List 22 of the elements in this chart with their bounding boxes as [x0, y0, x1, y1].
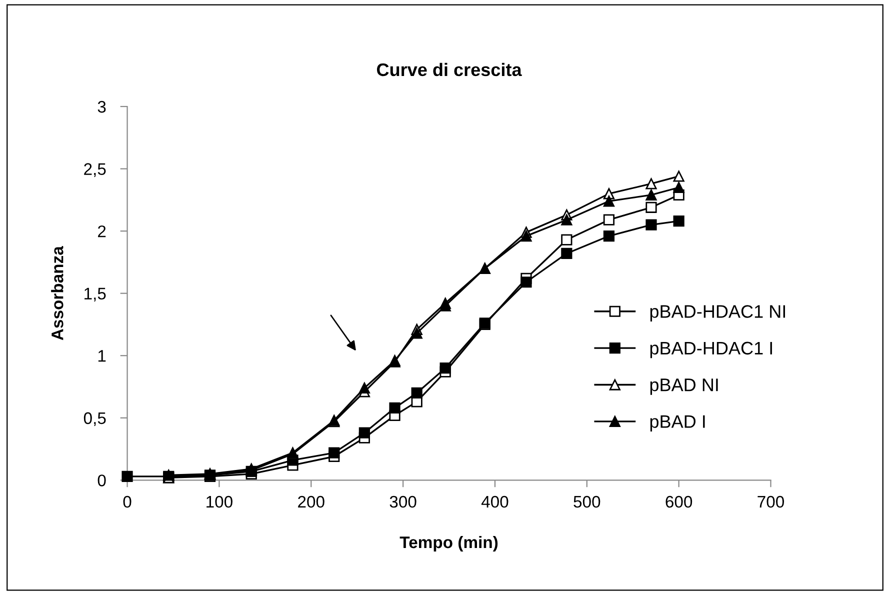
x-tick-label: 500 [574, 496, 600, 508]
legend-label: pBAD-HDAC1 NI [650, 305, 785, 322]
x-tick-label: 0 [123, 496, 132, 508]
y-tick-label: 0 [98, 474, 106, 486]
y-tick-label: 1,5 [84, 288, 106, 302]
legend-label: pBAD I [650, 415, 705, 432]
y-tick-label: 2,5 [84, 163, 106, 177]
x-tick-label: 600 [666, 496, 692, 508]
x-tick-label: 400 [481, 496, 508, 508]
x-axis-title: Tempo (min) [400, 536, 498, 552]
legend-label: pBAD NI [650, 378, 718, 395]
chart-title: Curve di crescita [376, 62, 522, 76]
y-tick-label: 3 [98, 100, 106, 113]
legend-label: pBAD-HDAC1 I [650, 342, 772, 358]
y-tick-label: 2 [98, 225, 106, 238]
y-tick-label: 0,5 [84, 412, 106, 426]
x-tick-label: 100 [206, 496, 232, 508]
x-tick-label: 200 [298, 496, 324, 508]
x-tick-label: 700 [758, 496, 784, 508]
y-axis-title: Assorbanza [51, 246, 64, 340]
x-tick-label: 300 [390, 496, 416, 508]
y-tick-label: 1 [98, 350, 106, 362]
